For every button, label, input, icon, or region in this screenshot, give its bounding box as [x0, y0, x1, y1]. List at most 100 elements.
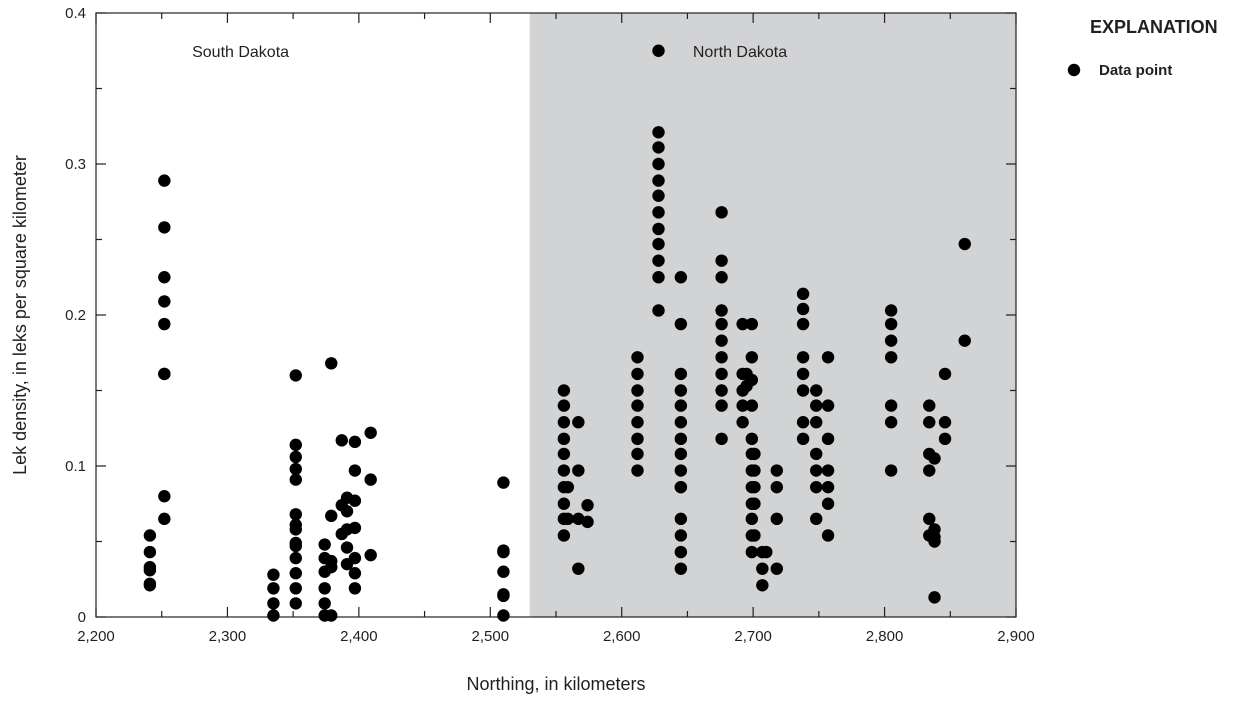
- data-point: [497, 545, 510, 559]
- legend-marker: [1067, 63, 1081, 77]
- data-point: [923, 399, 936, 412]
- data-point: [748, 464, 761, 477]
- data-point: [289, 450, 302, 464]
- data-point: [674, 317, 688, 331]
- x-tick-label: 2,400: [340, 628, 378, 645]
- data-point: [652, 44, 665, 57]
- data-point: [748, 447, 761, 461]
- data-point: [561, 512, 575, 526]
- data-point: [884, 416, 898, 429]
- data-point: [631, 367, 644, 381]
- data-point: [267, 568, 280, 581]
- data-point: [557, 384, 571, 397]
- x-tick-label: 2,300: [209, 628, 247, 645]
- data-point: [821, 480, 835, 494]
- data-point: [318, 597, 331, 610]
- data-point: [748, 480, 761, 494]
- data-point: [810, 512, 823, 526]
- data-point: [348, 464, 362, 477]
- region-labels: South Dakota North Dakota: [192, 44, 787, 61]
- data-point: [557, 464, 571, 477]
- data-point: [652, 237, 665, 251]
- data-point: [289, 597, 302, 610]
- data-point: [348, 435, 362, 449]
- data-point: [325, 560, 338, 574]
- data-point: [267, 582, 280, 595]
- data-point: [745, 512, 759, 526]
- data-point: [289, 508, 302, 521]
- data-point: [674, 399, 688, 412]
- data-point: [325, 357, 338, 370]
- data-point: [561, 480, 575, 494]
- data-point: [736, 399, 749, 412]
- data-point: [796, 287, 810, 301]
- data-point: [143, 529, 157, 542]
- data-point: [928, 591, 941, 604]
- data-point: [557, 399, 571, 412]
- data-point: [289, 462, 302, 476]
- y-tick-label: 0.3: [65, 156, 86, 173]
- data-point: [340, 541, 354, 554]
- data-points: [143, 44, 971, 622]
- data-point: [289, 551, 302, 565]
- x-tick-label: 2,600: [603, 628, 641, 645]
- data-point: [581, 515, 594, 529]
- data-point: [810, 399, 823, 412]
- data-point: [715, 399, 728, 412]
- data-point: [745, 373, 759, 387]
- data-point: [557, 529, 571, 542]
- data-point: [715, 317, 728, 331]
- data-point: [674, 529, 688, 542]
- data-point: [923, 416, 936, 429]
- data-point: [325, 609, 338, 622]
- data-point: [631, 416, 644, 429]
- data-point: [674, 271, 688, 284]
- y-tick-label: 0.2: [65, 307, 86, 324]
- data-point: [938, 432, 952, 446]
- data-point: [884, 351, 898, 364]
- data-point: [348, 494, 362, 507]
- y-tick-label: 0: [78, 609, 86, 626]
- data-point: [938, 367, 952, 381]
- data-point: [715, 384, 728, 397]
- data-point: [770, 464, 783, 477]
- x-tick-label: 2,800: [866, 628, 904, 645]
- data-point: [289, 523, 302, 536]
- data-point: [652, 157, 665, 171]
- data-point: [267, 597, 280, 610]
- data-point: [821, 351, 835, 364]
- data-point: [631, 447, 644, 461]
- data-point: [631, 384, 644, 397]
- data-point: [770, 512, 783, 526]
- data-point: [652, 222, 665, 236]
- data-point: [631, 399, 644, 412]
- data-point: [652, 126, 665, 139]
- data-point: [923, 512, 936, 526]
- data-point: [770, 562, 783, 575]
- data-point: [631, 432, 644, 446]
- y-axis-title: Lek density, in leks per square kilomete…: [10, 155, 30, 475]
- data-point: [652, 174, 665, 187]
- data-point: [581, 499, 594, 512]
- y-axis-tick-labels: 0 0.1 0.2 0.3 0.4: [65, 5, 86, 626]
- data-point: [810, 416, 823, 429]
- data-point: [884, 317, 898, 331]
- data-point: [938, 416, 952, 429]
- data-point: [958, 237, 971, 251]
- data-point: [674, 545, 688, 559]
- data-point: [810, 384, 823, 397]
- data-point: [318, 582, 331, 595]
- plot-area: South Dakota North Dakota: [95, 12, 1017, 622]
- legend-entry-label: Data point: [1099, 62, 1172, 79]
- y-tick-label: 0.1: [65, 458, 86, 475]
- data-point: [158, 271, 171, 284]
- data-point: [715, 334, 728, 347]
- region-label: South Dakota: [192, 44, 289, 61]
- data-point: [796, 351, 810, 364]
- data-point: [810, 447, 823, 461]
- data-point: [674, 512, 688, 526]
- data-point: [674, 562, 688, 575]
- data-point: [652, 189, 665, 202]
- data-point: [884, 304, 898, 317]
